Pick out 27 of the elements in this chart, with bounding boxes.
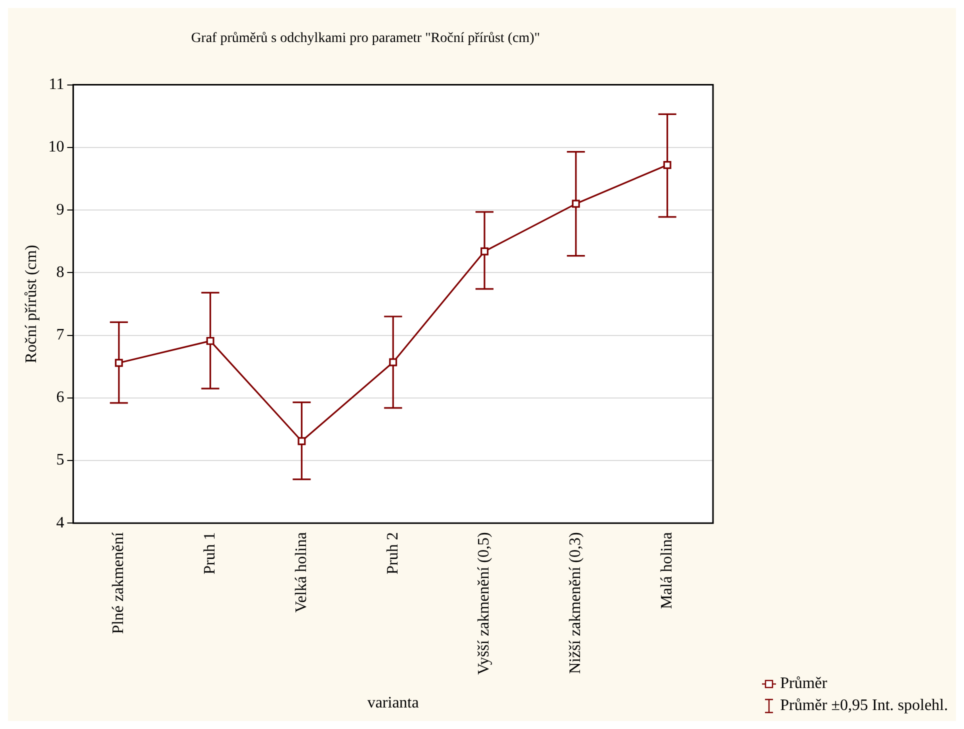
x-axis-title: varianta	[367, 694, 419, 712]
point	[389, 358, 398, 366]
text: Průměr ±0,95 Int. spolehl.	[780, 696, 948, 716]
y-tick-label: 8	[56, 264, 64, 281]
chart-title: Graf průměrů s odchylkami pro parametr "Roční přírůst (cm)"	[191, 31, 540, 46]
x-tick-label: Malá holina	[658, 532, 676, 610]
x-tick-label: Vyšší zakmenění (0,5)	[476, 532, 493, 675]
point	[298, 437, 306, 446]
y-tick-label: 11	[48, 76, 64, 94]
x-tick-label: Plné zakmenění	[110, 532, 128, 634]
point	[114, 358, 123, 367]
y-tick-label: 4	[56, 514, 64, 532]
y-tick-label: 6	[56, 389, 64, 406]
y-tick-label: 5	[56, 452, 64, 469]
x-tick-label: Pruh 1	[202, 532, 219, 574]
x-tick-label: Velká holina	[292, 532, 310, 613]
point	[206, 336, 214, 345]
point	[663, 160, 672, 169]
point	[572, 200, 580, 208]
y-axis-title: Roční přírůst (cm)	[22, 244, 40, 364]
y-tick-label: 9	[56, 201, 64, 218]
legend-label: Průměr	[780, 674, 828, 694]
x-tick-label: Nižší zakmenění (0,3)	[567, 532, 584, 674]
x-tick-label: Pruh 2	[384, 532, 402, 574]
y-tick-label: 7	[56, 326, 64, 344]
y-tick-label: 10	[48, 138, 64, 156]
point	[480, 247, 488, 256]
